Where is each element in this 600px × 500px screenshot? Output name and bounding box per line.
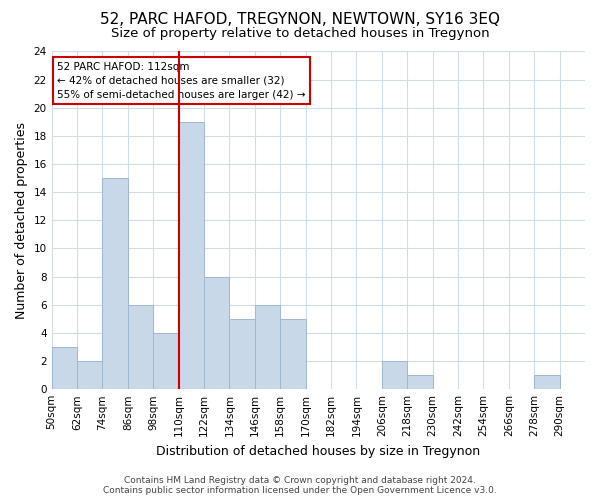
Bar [153,333,179,389]
Bar [229,319,255,389]
X-axis label: Distribution of detached houses by size in Tregynon: Distribution of detached houses by size … [156,444,481,458]
Bar [407,375,433,389]
Bar [255,305,280,389]
Bar [534,375,560,389]
Bar [103,178,128,389]
Text: 52 PARC HAFOD: 112sqm
← 42% of detached houses are smaller (32)
55% of semi-deta: 52 PARC HAFOD: 112sqm ← 42% of detached … [57,62,305,100]
Bar [204,276,229,389]
Bar [77,361,103,389]
Y-axis label: Number of detached properties: Number of detached properties [15,122,28,319]
Bar [128,305,153,389]
Bar [52,347,77,389]
Bar [382,361,407,389]
Text: Size of property relative to detached houses in Tregynon: Size of property relative to detached ho… [110,28,490,40]
Text: 52, PARC HAFOD, TREGYNON, NEWTOWN, SY16 3EQ: 52, PARC HAFOD, TREGYNON, NEWTOWN, SY16 … [100,12,500,28]
Bar [179,122,204,389]
Text: Contains HM Land Registry data © Crown copyright and database right 2024.
Contai: Contains HM Land Registry data © Crown c… [103,476,497,495]
Bar [280,319,305,389]
